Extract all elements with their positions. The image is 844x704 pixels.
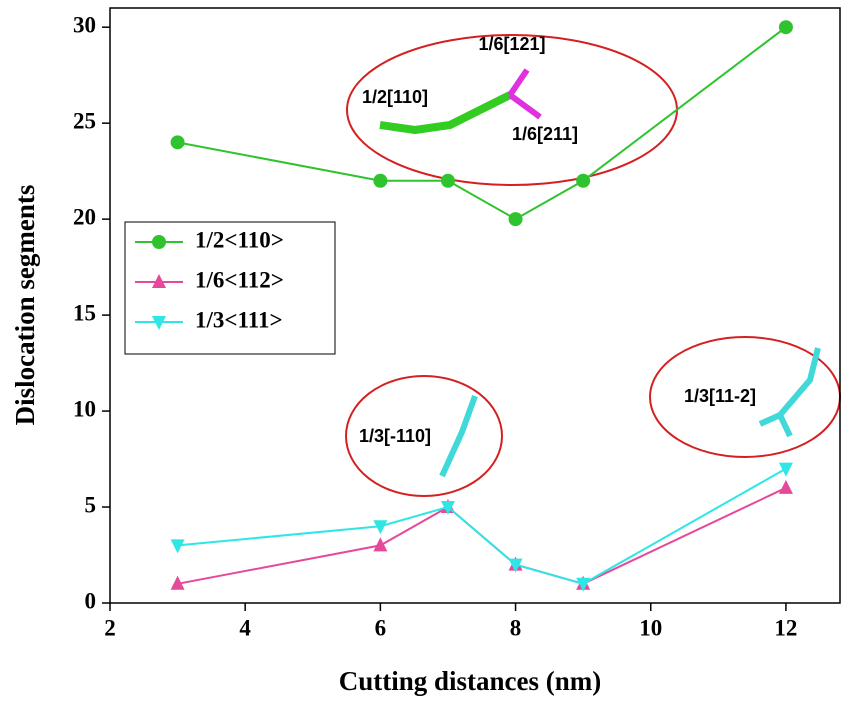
x-axis-title: Cutting distances (nm) (339, 666, 602, 696)
y-tick-label: 15 (73, 300, 96, 325)
annotation-label: 1/2[110] (362, 87, 428, 107)
annotation-label: 1/3[-110] (359, 426, 431, 446)
y-tick-label: 5 (85, 492, 97, 517)
annotation-label: 1/6[211] (512, 124, 578, 144)
marker (170, 135, 185, 150)
x-tick-label: 6 (375, 615, 387, 640)
annotation-label: 1/3[11-2] (684, 386, 756, 406)
marker (576, 577, 591, 592)
marker (778, 20, 793, 35)
marker (152, 274, 166, 288)
y-tick-label: 20 (73, 204, 96, 229)
marker (373, 537, 388, 552)
marker (778, 462, 793, 477)
x-tick-label: 10 (639, 615, 662, 640)
marker (170, 539, 185, 554)
y-tick-label: 30 (73, 12, 96, 37)
y-tick-label: 10 (73, 396, 96, 421)
plot-frame (109, 7, 841, 604)
x-tick-label: 12 (774, 615, 797, 640)
marker (576, 173, 591, 188)
x-tick-label: 4 (239, 615, 251, 640)
dislocation-glyph (379, 91, 512, 134)
dislocation-glyph (776, 347, 821, 438)
y-tick-label: 25 (73, 108, 96, 133)
x-tick-label: 8 (510, 615, 522, 640)
marker (508, 558, 523, 573)
annotation-label: 1/6[121] (478, 34, 545, 54)
marker (152, 316, 166, 330)
marker (170, 575, 185, 590)
legend-label: 1/3<111> (195, 307, 283, 332)
legend-label: 1/6<112> (195, 267, 284, 292)
marker (440, 501, 455, 516)
x-tick-label: 2 (104, 615, 116, 640)
legend-label: 1/2<110> (195, 227, 284, 252)
marker (373, 520, 388, 535)
series-line (177, 467, 787, 585)
y-tick-label: 0 (85, 588, 97, 613)
dislocation-glyph (439, 394, 478, 478)
series-line (177, 26, 787, 221)
dislocation-glyph (758, 412, 782, 427)
dislocation-glyph (507, 68, 530, 97)
y-axis-title: Dislocation segments (10, 185, 40, 426)
marker (373, 173, 388, 188)
annotation-ellipse (346, 34, 678, 186)
annotation-ellipse (345, 375, 503, 497)
marker (778, 479, 793, 494)
marker (152, 235, 166, 249)
dislocation-glyph (508, 92, 542, 120)
marker (508, 212, 523, 227)
marker (440, 173, 455, 188)
